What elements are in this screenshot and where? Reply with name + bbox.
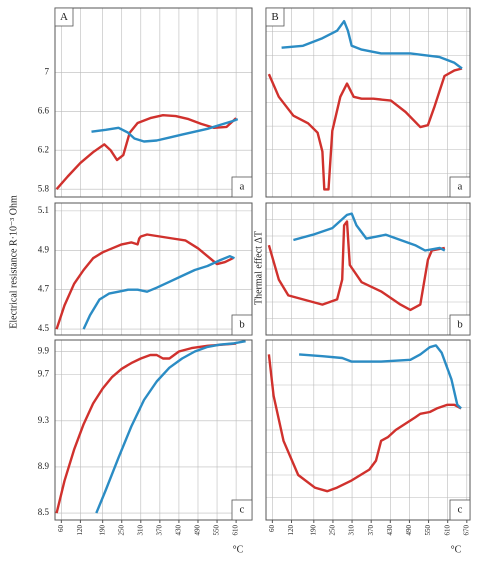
- x-tick-label: 550: [424, 525, 432, 536]
- y-tick-label: 4.9: [38, 244, 50, 254]
- panel-sublabel-box: [231, 176, 253, 198]
- data-line: [267, 354, 462, 493]
- data-line: [55, 342, 237, 514]
- data-line: [91, 117, 239, 143]
- panel-label: B: [271, 11, 278, 23]
- x-tick-label: 60: [268, 525, 276, 533]
- data-line: [82, 255, 235, 330]
- data-line: [293, 212, 446, 252]
- y-tick-label: 7: [45, 66, 50, 76]
- panel-sublabel: a: [458, 181, 463, 193]
- x-tick-label: 190: [309, 525, 317, 536]
- x-tick-label: 250: [117, 525, 125, 536]
- panel-sublabel: c: [458, 504, 463, 516]
- x-tick-label: 490: [405, 525, 413, 536]
- x-tick-label: 610: [232, 525, 240, 536]
- panel-sublabel-box: [449, 314, 471, 336]
- panel-sublabel-box: [231, 499, 253, 521]
- data-line: [299, 344, 462, 410]
- panel-label-box: [54, 7, 74, 27]
- y-tick-label: 9.9: [38, 346, 50, 356]
- x-tick-label: 370: [155, 525, 163, 536]
- x-tick-label: 610: [443, 525, 451, 536]
- y-tick-label: 9.7: [38, 369, 50, 379]
- panel-frame: [54, 7, 253, 198]
- x-tick-label: 370: [367, 525, 375, 536]
- panel-frame: [54, 339, 253, 521]
- x-tick-label: 430: [386, 525, 394, 536]
- x-tick-label: 190: [98, 525, 106, 536]
- x-axis-label: °C: [233, 544, 244, 555]
- y-tick-label: 8.9: [38, 461, 50, 471]
- data-line: [281, 20, 463, 70]
- panel-frame: [265, 7, 471, 198]
- x-tick-label: 490: [194, 525, 202, 536]
- panel-sublabel-box: [231, 314, 253, 336]
- panel-sublabel: b: [457, 319, 463, 331]
- panel-frame: [54, 202, 253, 336]
- x-tick-label: 430: [175, 525, 183, 536]
- data-line: [95, 340, 246, 514]
- y-axis-label: Electrical resistance R·10⁻³ Ohm: [8, 195, 19, 329]
- panel-background: [55, 340, 252, 520]
- panel-sublabel-box: [449, 499, 471, 521]
- x-tick-label: 310: [136, 525, 144, 536]
- y-tick-label: 4.5: [38, 323, 50, 333]
- data-line: [55, 233, 234, 330]
- y-tick-label: 6.6: [38, 105, 50, 115]
- y-tick-label: 6.2: [38, 144, 49, 154]
- y-tick-label: 5.8: [38, 183, 50, 193]
- panel-sublabel: a: [240, 181, 245, 193]
- panel-background: [55, 8, 252, 197]
- y-tick-label: 5.1: [38, 205, 49, 215]
- panel-label: A: [60, 11, 68, 23]
- x-tick-label: 120: [76, 525, 84, 536]
- x-tick-label: 250: [329, 525, 337, 536]
- data-line: [55, 114, 237, 190]
- y-tick-label: 4.7: [38, 284, 50, 294]
- x-tick-label: 120: [287, 525, 295, 536]
- x-tick-label: 310: [348, 525, 356, 536]
- y-tick-label: 8.5: [38, 507, 50, 517]
- panel-background: [55, 203, 252, 335]
- panel-frame: [265, 339, 471, 521]
- data-line: [267, 67, 463, 191]
- x-axis-label: °C: [451, 544, 462, 555]
- data-line: [267, 220, 446, 312]
- panel-frame: [265, 202, 471, 336]
- panel-sublabel: c: [240, 504, 245, 516]
- panel-sublabel-box: [449, 176, 471, 198]
- y-tick-label: 9.3: [38, 415, 50, 425]
- y-axis-label: Thermal effect ΔT: [253, 231, 264, 305]
- x-tick-label: 550: [213, 525, 221, 536]
- panel-sublabel: b: [239, 319, 245, 331]
- x-tick-label: 670: [462, 525, 470, 536]
- x-tick-label: 60: [57, 525, 65, 533]
- panel-label-box: [265, 7, 285, 27]
